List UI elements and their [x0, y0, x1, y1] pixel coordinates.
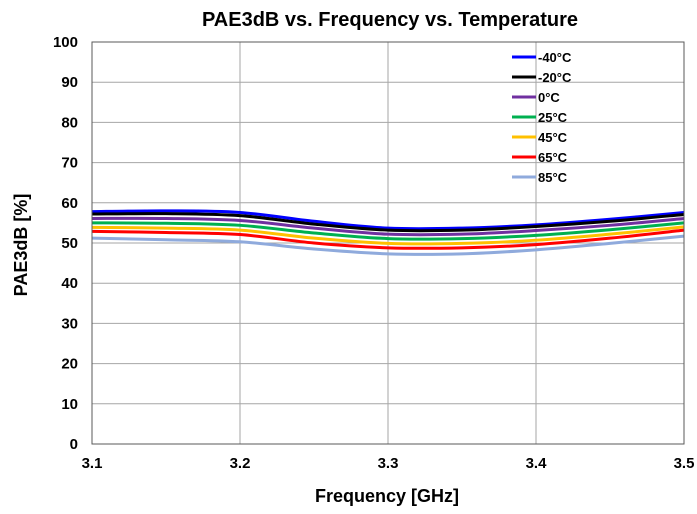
y-tick-label: 20: [61, 356, 78, 373]
y-tick-label: 10: [61, 396, 78, 413]
legend-label: 0°C: [538, 90, 560, 105]
x-tick-label: 3.4: [526, 455, 548, 472]
legend-label: 65°C: [538, 150, 568, 165]
plot-area-frame: [91, 41, 685, 445]
y-tick-label: 100: [53, 34, 78, 51]
y-tick-label: 80: [61, 114, 78, 131]
series-line: [91, 221, 685, 241]
legend-label: 85°C: [538, 170, 568, 185]
series-line: [91, 216, 685, 237]
y-tick-label: 60: [61, 195, 78, 212]
series-line: [91, 234, 685, 256]
series-line: [91, 228, 685, 250]
x-tick-label: 3.1: [82, 455, 103, 472]
x-tick-label: 3.3: [378, 455, 399, 472]
y-tick-labels: 0 10 20 30 40 50 60 70 80 90 100: [53, 34, 78, 453]
x-tick-label: 3.5: [674, 455, 695, 472]
y-axis-label: PAE3dB [%]: [11, 194, 31, 297]
chart-title: PAE3dB vs. Frequency vs. Temperature: [202, 9, 578, 31]
series-line: [91, 225, 685, 246]
legend: -40°C -20°C 0°C 25°C 45°C 65°C 85°C: [512, 50, 572, 185]
y-tick-label: 40: [61, 275, 78, 292]
y-tick-label: 50: [61, 235, 78, 252]
legend-label: 25°C: [538, 110, 568, 125]
x-axis-label: Frequency [GHz]: [315, 486, 459, 506]
y-tick-label: 0: [70, 436, 78, 453]
x-tick-label: 3.2: [230, 455, 251, 472]
legend-label: -20°C: [538, 70, 572, 85]
x-tick-labels: 3.1 3.2 3.3 3.4 3.5: [82, 455, 695, 472]
y-tick-label: 70: [61, 155, 78, 172]
y-tick-label: 30: [61, 315, 78, 332]
legend-label: -40°C: [538, 50, 572, 65]
series-layer: [91, 209, 685, 256]
legend-label: 45°C: [538, 130, 568, 145]
y-tick-label: 90: [61, 74, 78, 91]
series-line: [91, 209, 685, 231]
series-line: [91, 212, 685, 233]
